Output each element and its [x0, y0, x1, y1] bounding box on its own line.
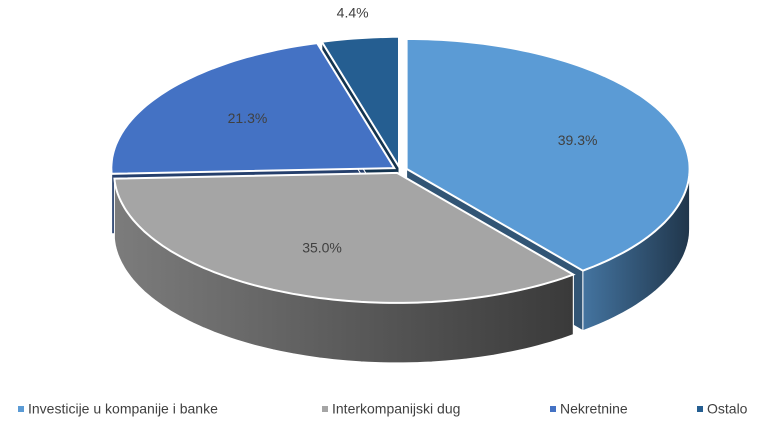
legend-label: Interkompanijski dug	[332, 401, 460, 417]
pie-slice	[405, 37, 691, 272]
pie-slice	[320, 35, 400, 171]
data-label: 35.0%	[302, 239, 342, 255]
legend-label: Ostalo	[707, 401, 748, 417]
data-label: 39.3%	[558, 132, 598, 148]
legend-swatch	[550, 406, 556, 412]
pie-slice	[110, 42, 397, 175]
legend-label: Investicije u kompanije i banke	[28, 401, 218, 417]
legend-swatch	[322, 406, 328, 412]
legend-label: Nekretnine	[560, 401, 628, 417]
data-label: 21.3%	[228, 110, 268, 126]
legend-swatch	[18, 406, 24, 412]
pie-slice	[113, 171, 576, 304]
legend-swatch	[697, 406, 703, 412]
data-label: 4.4%	[337, 4, 369, 20]
